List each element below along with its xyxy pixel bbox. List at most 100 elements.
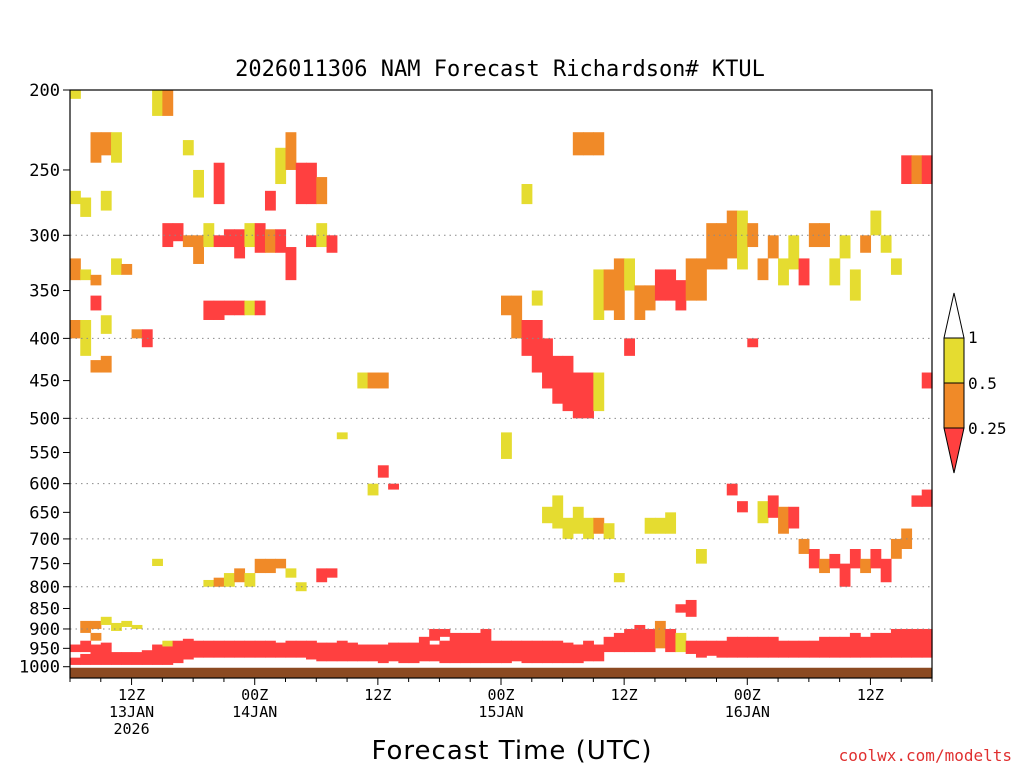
ri-cell [613,573,625,583]
x-tick-label: 13JAN [109,703,154,721]
ri-cell [70,644,81,653]
ri-cell [172,640,184,664]
ri-cell [890,628,902,658]
ri-cell [737,501,748,513]
ri-cell [470,632,482,664]
ri-cell [80,197,92,217]
colorbar-label: 1 [968,328,978,347]
ri-cell [193,235,204,264]
ri-cell [511,640,523,662]
ri-cell [921,489,933,507]
ri-cell [90,132,102,163]
ri-cell [737,636,748,658]
y-tick-label: 750 [29,555,60,575]
ri-cell [757,258,769,281]
ri-cell [624,338,635,356]
ri-cell [849,632,861,658]
x-tick-label: 00Z [241,686,268,704]
ri-cell [778,258,789,286]
ri-cell [685,640,697,654]
ri-cell [870,549,882,569]
ri-cell [593,132,605,156]
ri-cell [685,258,697,301]
ri-cell [90,620,102,629]
ri-cell [613,258,625,320]
gridlines [70,234,932,630]
ri-cell [798,258,810,286]
ri-cell [747,636,759,658]
ri-cell [90,632,102,641]
ri-cell [418,636,430,662]
x-tick-label: 12Z [857,686,884,704]
ri-cell [644,285,656,311]
ri-cell [377,465,389,478]
ri-cell [572,506,584,534]
ri-cell [798,538,810,554]
ri-cell [829,553,841,569]
chart-title: 2026011306 NAM Forecast Richardson# KTUL [235,57,765,82]
ri-cell [798,640,810,658]
ri-cell [275,558,287,569]
ri-cell [439,628,451,637]
x-tick-label: 2026 [114,720,150,738]
ri-cell [572,132,584,156]
ri-cell [808,640,820,658]
ri-cell [388,483,399,490]
y-tick-label: 500 [29,409,60,429]
colorbar-top-arrow [943,292,965,339]
ri-cell [367,372,379,389]
ri-cell [100,642,112,665]
colorbar-label: 0.25 [968,419,1007,438]
x-tick-label: 12Z [118,686,145,704]
y-tick-label: 900 [29,620,60,640]
ri-cell [911,495,923,507]
ri-cell [459,632,471,664]
ri-cell [747,338,759,348]
ri-cell [501,432,512,459]
ri-cell [80,640,92,653]
ri-cell [501,295,512,316]
ri-cell [388,642,399,662]
ri-cell [603,269,615,311]
ri-cell [603,523,615,539]
ri-cell [162,646,174,665]
ri-cell [583,372,594,419]
ri-cell [542,640,553,664]
ri-cell [80,269,92,281]
ri-cell [182,235,194,248]
ri-cell [603,636,615,653]
ri-cell [254,640,266,658]
colorbar: 1 0.5 0.25 [943,292,1007,474]
y-axis: 200 250 300 350 400 450 500 550 600 650 700 750 8008… [19,81,70,678]
ri-cell [695,549,707,564]
ri-cell [275,229,287,253]
ri-cell [572,372,584,419]
ri-cell [100,132,112,156]
y-tick-label: 550 [29,443,60,463]
ri-cell [593,269,605,320]
ri-cell [634,285,646,320]
ri-cell [562,355,574,412]
ri-cell [593,372,605,412]
ri-cell [849,269,861,301]
ri-cell [757,636,769,658]
ri-cell [552,495,564,529]
ri-cell [552,355,564,404]
ri-cell [316,223,328,248]
ri-cell [788,506,800,529]
ri-cell [285,640,297,658]
ri-cell [654,517,666,534]
ri-cell [367,483,379,496]
ri-cell [531,290,543,306]
y-tick-label: 600 [29,475,60,495]
ri-cell [70,90,81,99]
ri-cell [306,235,317,248]
ri-cell [716,640,728,658]
ri-cell [152,558,163,567]
ri-cell [726,636,738,658]
ri-cell [70,320,81,339]
ri-cell [336,432,348,440]
ri-cell [613,632,625,653]
credit-text: coolwx.com/modelts [839,746,1012,765]
ri-cell [767,235,779,259]
